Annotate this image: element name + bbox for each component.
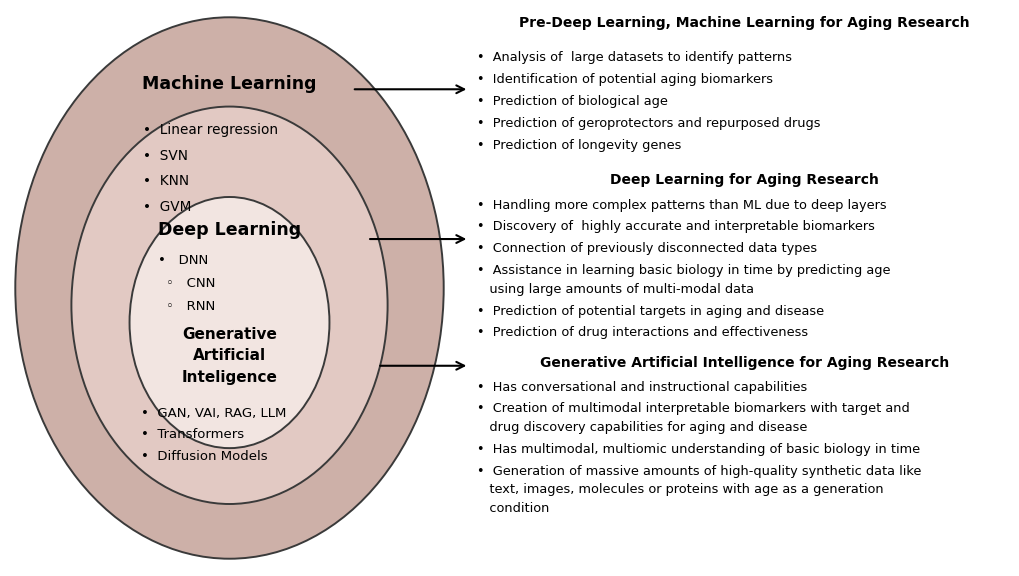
Text: •   DNN: • DNN [158,254,208,267]
Ellipse shape [15,17,443,559]
Text: •  KNN: • KNN [143,175,189,188]
Ellipse shape [71,107,387,504]
Text: •  Identification of potential aging biomarkers: • Identification of potential aging biom… [477,73,772,86]
Text: •  Handling more complex patterns than ML due to deep layers: • Handling more complex patterns than ML… [477,199,887,211]
Text: Machine Learning: Machine Learning [142,74,317,93]
Text: Pre-Deep Learning, Machine Learning for Aging Research: Pre-Deep Learning, Machine Learning for … [519,16,969,30]
Text: ◦   RNN: ◦ RNN [166,300,215,313]
Text: drug discovery capabilities for aging and disease: drug discovery capabilities for aging an… [477,421,807,434]
Text: condition: condition [477,502,549,514]
Text: •  Analysis of  large datasets to identify patterns: • Analysis of large datasets to identify… [477,51,792,64]
Text: •  Prediction of drug interactions and effectiveness: • Prediction of drug interactions and ef… [477,327,808,339]
Text: •  Prediction of longevity genes: • Prediction of longevity genes [477,139,681,151]
Text: •  Prediction of geroprotectors and repurposed drugs: • Prediction of geroprotectors and repur… [477,117,820,130]
Text: •  Transformers: • Transformers [141,429,244,441]
Text: •  Linear regression: • Linear regression [143,123,277,137]
Text: •  GAN, VAI, RAG, LLM: • GAN, VAI, RAG, LLM [141,407,286,420]
Text: Generative: Generative [181,327,277,342]
Text: •  Prediction of potential targets in aging and disease: • Prediction of potential targets in agi… [477,305,823,317]
Text: •  Assistance in learning basic biology in time by predicting age: • Assistance in learning basic biology i… [477,264,890,277]
Text: •  Diffusion Models: • Diffusion Models [141,450,267,463]
Text: •  Has multimodal, multiomic understanding of basic biology in time: • Has multimodal, multiomic understandin… [477,443,919,456]
Text: •  Discovery of  highly accurate and interpretable biomarkers: • Discovery of highly accurate and inter… [477,221,874,233]
Text: •  GVM: • GVM [143,200,191,214]
Text: •  Prediction of biological age: • Prediction of biological age [477,95,667,108]
Text: using large amounts of multi-modal data: using large amounts of multi-modal data [477,283,754,295]
Text: •  Generation of massive amounts of high-quality synthetic data like: • Generation of massive amounts of high-… [477,465,921,478]
Text: Deep Learning: Deep Learning [158,221,301,240]
Text: text, images, molecules or proteins with age as a generation: text, images, molecules or proteins with… [477,483,883,496]
Text: ◦   CNN: ◦ CNN [166,277,215,290]
Text: •  Connection of previously disconnected data types: • Connection of previously disconnected … [477,242,816,255]
Text: Generative Artificial Intelligence for Aging Research: Generative Artificial Intelligence for A… [539,356,949,370]
Text: •  Has conversational and instructional capabilities: • Has conversational and instructional c… [477,381,807,393]
Text: Artificial: Artificial [193,348,266,363]
Text: Inteligence: Inteligence [181,370,277,385]
Ellipse shape [129,197,329,448]
Text: •  Creation of multimodal interpretable biomarkers with target and: • Creation of multimodal interpretable b… [477,403,909,415]
Text: Deep Learning for Aging Research: Deep Learning for Aging Research [609,173,878,187]
Text: •  SVN: • SVN [143,149,187,162]
